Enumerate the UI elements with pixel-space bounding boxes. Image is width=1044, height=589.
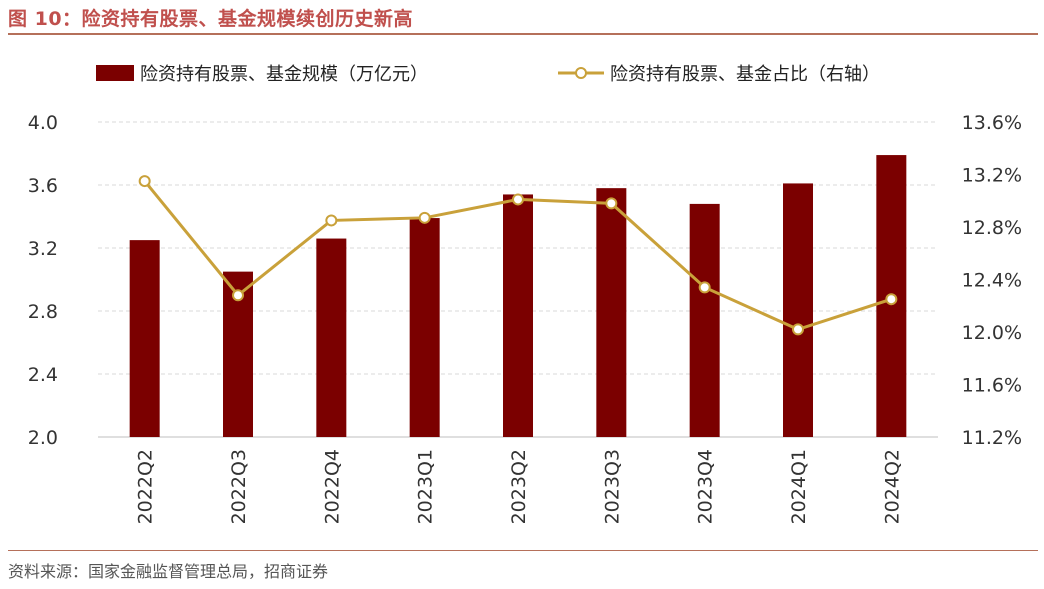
line-point: [605, 197, 618, 210]
legend-line-marker: [575, 67, 587, 79]
source-note: 资料来源：国家金融监督管理总局，招商证券: [8, 562, 329, 581]
x-tick-label: 2023Q2: [508, 449, 530, 524]
right-tick-label: 12.8%: [962, 217, 1022, 239]
combo-chart: 2.02.42.83.23.64.0 11.2%11.6%12.0%12.4%1…: [28, 64, 1022, 524]
footer-divider: [8, 550, 1038, 551]
bar: [129, 240, 160, 437]
left-tick-label: 2.4: [28, 364, 58, 386]
line-point: [792, 323, 804, 336]
bar: [783, 183, 813, 437]
line-point: [325, 214, 338, 227]
x-tick-label: 2024Q2: [881, 449, 903, 524]
title-divider: [8, 33, 1038, 35]
line-point: [232, 289, 244, 302]
line-point: [885, 293, 898, 306]
legend: 险资持有股票、基金规模（万亿元） 险资持有股票、基金占比（右轴）: [96, 64, 880, 85]
bar: [689, 203, 720, 437]
line-point: [418, 211, 431, 224]
right-tick-label: 11.6%: [962, 375, 1022, 397]
left-tick-label: 4.0: [28, 112, 58, 134]
left-tick-label: 3.6: [28, 175, 58, 197]
right-tick-label: 12.0%: [962, 322, 1022, 344]
line-point: [698, 281, 711, 294]
left-tick-label: 2.0: [28, 427, 58, 449]
x-tick-label: 2022Q2: [135, 449, 157, 524]
bar-series: [129, 155, 907, 437]
right-tick-label: 11.2%: [962, 427, 1022, 449]
chart-title: 图 10：险资持有股票、基金规模续创历史新高: [8, 8, 414, 30]
legend-line-label: 险资持有股票、基金占比（右轴）: [610, 64, 880, 85]
line-point: [138, 175, 151, 188]
legend-bar-label: 险资持有股票、基金规模（万亿元）: [140, 64, 428, 85]
right-tick-label: 13.2%: [962, 165, 1022, 187]
bar: [316, 238, 347, 437]
x-tick-label: 2022Q4: [321, 449, 343, 524]
right-tick-label: 12.4%: [962, 270, 1022, 292]
right-axis-ticks: 11.2% 11.6% 12.0% 12.4% 12.8% 13.2% 13.6%: [962, 112, 1022, 449]
legend-bar-swatch: [96, 65, 134, 81]
right-tick-label: 13.6%: [962, 112, 1022, 134]
x-axis-ticks: 2022Q2 2022Q3 2022Q4 2023Q1 2023Q2 2023Q3 2023…: [135, 449, 904, 524]
x-tick-label: 2023Q3: [601, 449, 623, 524]
bar: [596, 188, 627, 437]
x-tick-label: 2024Q1: [788, 449, 810, 524]
bar: [503, 194, 533, 437]
x-tick-label: 2023Q4: [695, 449, 717, 524]
left-tick-label: 2.8: [28, 301, 58, 323]
x-tick-label: 2022Q3: [228, 449, 250, 524]
bar: [409, 218, 440, 437]
line-point: [512, 193, 524, 206]
left-tick-label: 3.2: [28, 238, 58, 260]
x-tick-label: 2023Q1: [415, 449, 437, 524]
left-axis-ticks: 2.0 2.4 2.8 3.2 3.6 4.0: [28, 112, 58, 449]
line-series: [138, 175, 898, 336]
